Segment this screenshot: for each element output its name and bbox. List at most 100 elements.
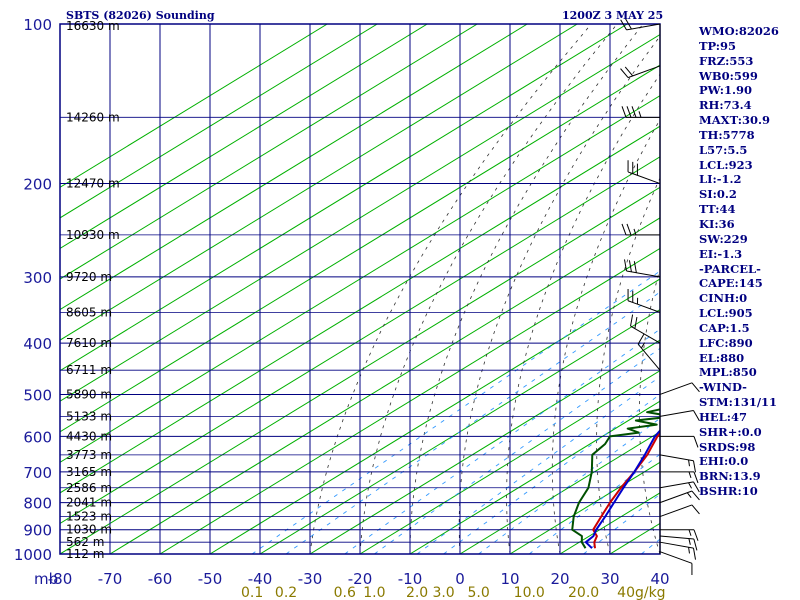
height-label: 6711 m xyxy=(66,363,112,377)
index-item: BRN:13.9 xyxy=(699,469,761,484)
wind-barb xyxy=(659,551,693,576)
station-title: SBTS (82026) Sounding xyxy=(66,9,215,22)
indices-panel: WMO:82026 TP:95 FRZ:553 WB0:599 PW:1.90 RH:73… xyxy=(699,24,779,499)
wind-barb-staff xyxy=(627,171,661,185)
height-label: 5133 m xyxy=(66,409,112,423)
temperature-trace xyxy=(592,431,660,549)
wind-barb xyxy=(620,65,661,79)
isotherm-line xyxy=(60,24,428,250)
height-label: 1030 m xyxy=(66,523,112,537)
temperature-tick-label: 0 xyxy=(455,570,465,588)
wind-barb xyxy=(659,541,697,560)
dewpoint-trace xyxy=(571,408,660,549)
grid-frame xyxy=(59,23,661,555)
pressure-tick-label: 300 xyxy=(23,269,52,287)
wind-barb xyxy=(660,529,699,541)
isotherm-line xyxy=(159,247,660,554)
wind-barb-flag xyxy=(693,471,699,484)
wind-barb xyxy=(621,223,660,236)
isotherm-line xyxy=(209,278,660,554)
wind-barb-flag xyxy=(626,106,632,118)
index-item: CINH:0 xyxy=(699,291,748,306)
isotherm-line xyxy=(60,156,660,525)
mixing-ratio-label: 40g/kg xyxy=(617,585,665,600)
pressure-tick-label: 100 xyxy=(23,16,52,34)
wind-barb-flag xyxy=(620,68,629,78)
mixing-ratio-label: 10.0 xyxy=(514,585,545,600)
index-item: CAP:1.5 xyxy=(699,320,750,335)
isotherm-line xyxy=(60,95,660,463)
wind-barb xyxy=(660,471,699,484)
index-item: STM:131/11 xyxy=(699,395,778,410)
isotherm-line xyxy=(60,186,660,554)
wind-barb-staff xyxy=(627,300,661,313)
wind-barb xyxy=(659,504,700,518)
mixing-ratio-label: 0.1 xyxy=(241,585,263,600)
wind-barb-staff xyxy=(659,382,693,395)
wind-barbs xyxy=(620,18,700,576)
index-item: BSHR:10 xyxy=(699,484,758,499)
wind-barb-flag xyxy=(688,547,690,554)
wind-barb-staff xyxy=(659,504,693,518)
isotherm-line xyxy=(60,24,478,280)
wind-barb xyxy=(623,259,661,278)
temperature-tick-label: -40 xyxy=(248,570,273,588)
pressure-tick-label: 200 xyxy=(23,176,52,194)
pressure-tick-label: 1000 xyxy=(14,546,52,564)
index-item: WMO:82026 xyxy=(699,24,779,38)
wind-barb-flag xyxy=(691,382,700,393)
index-item: CAPE:145 xyxy=(699,276,763,291)
wind-barb xyxy=(659,382,700,395)
height-label: 112 m xyxy=(66,547,104,561)
index-item: HEL:47 xyxy=(699,409,747,424)
index-item: PW:1.90 xyxy=(699,83,753,98)
sounding-time: 1200Z 3 MAY 25 xyxy=(562,9,664,22)
temperature-tick-label: -10 xyxy=(398,570,423,588)
mixing-ratio-label: 1.0 xyxy=(363,585,385,600)
wind-barb xyxy=(659,535,698,551)
index-item: LCL:923 xyxy=(699,157,753,172)
height-label: 3773 m xyxy=(66,448,112,462)
pressure-tick-label: 900 xyxy=(23,522,52,540)
wind-barb-flag xyxy=(688,471,692,479)
wind-barb xyxy=(637,333,661,371)
temperature-tick-label: -20 xyxy=(348,570,373,588)
index-item: TH:5778 xyxy=(699,127,755,142)
wind-barb-flag xyxy=(688,459,690,467)
wind-barb-flag xyxy=(633,228,637,236)
isotherm-line xyxy=(60,24,328,188)
pressure-unit-label: mb xyxy=(34,570,58,588)
index-item: LI:-1.2 xyxy=(699,172,742,187)
index-item: KI:36 xyxy=(699,216,735,231)
mixing-ratio-label: 0.6 xyxy=(334,585,356,600)
wind-barb-staff xyxy=(659,409,694,417)
dry-adiabat-line xyxy=(359,24,618,554)
height-label: 4430 m xyxy=(66,429,112,443)
index-item: SRDS:98 xyxy=(699,439,756,454)
pressure-tick-label: 800 xyxy=(23,495,52,513)
isotherm-line xyxy=(60,24,628,372)
wind-barb-staff xyxy=(659,481,694,489)
wind-barb-flag xyxy=(623,259,628,272)
wind-barb xyxy=(659,409,700,421)
wind-barb-flag xyxy=(693,436,699,448)
wind-barb-flag xyxy=(693,529,699,541)
mixing-ratio-label: 0.2 xyxy=(275,585,297,600)
sounding-traces xyxy=(571,408,660,549)
temperature-tick-label: 10 xyxy=(500,570,519,588)
wind-barb-flag xyxy=(692,548,697,560)
pressure-tick-label: 400 xyxy=(23,335,52,353)
height-label: 9720 m xyxy=(66,270,112,284)
height-label: 8605 m xyxy=(66,305,112,319)
index-item: SI:0.2 xyxy=(699,187,737,202)
wind-barb-flag xyxy=(620,19,627,31)
isotherm-line xyxy=(60,125,660,494)
temperature-tick-label: -60 xyxy=(148,570,173,588)
mixing-ratio-labels: 0.1 0.2 0.6 1.0 2.0 3.0 5.0 10.0 20.0 40g/kg xyxy=(241,585,666,600)
index-item: SW:229 xyxy=(699,231,748,246)
index-item: -PARCEL- xyxy=(699,261,761,276)
isotherm-lines xyxy=(60,24,660,554)
height-label: 5890 m xyxy=(66,387,112,401)
height-label: 2041 m xyxy=(66,496,112,510)
